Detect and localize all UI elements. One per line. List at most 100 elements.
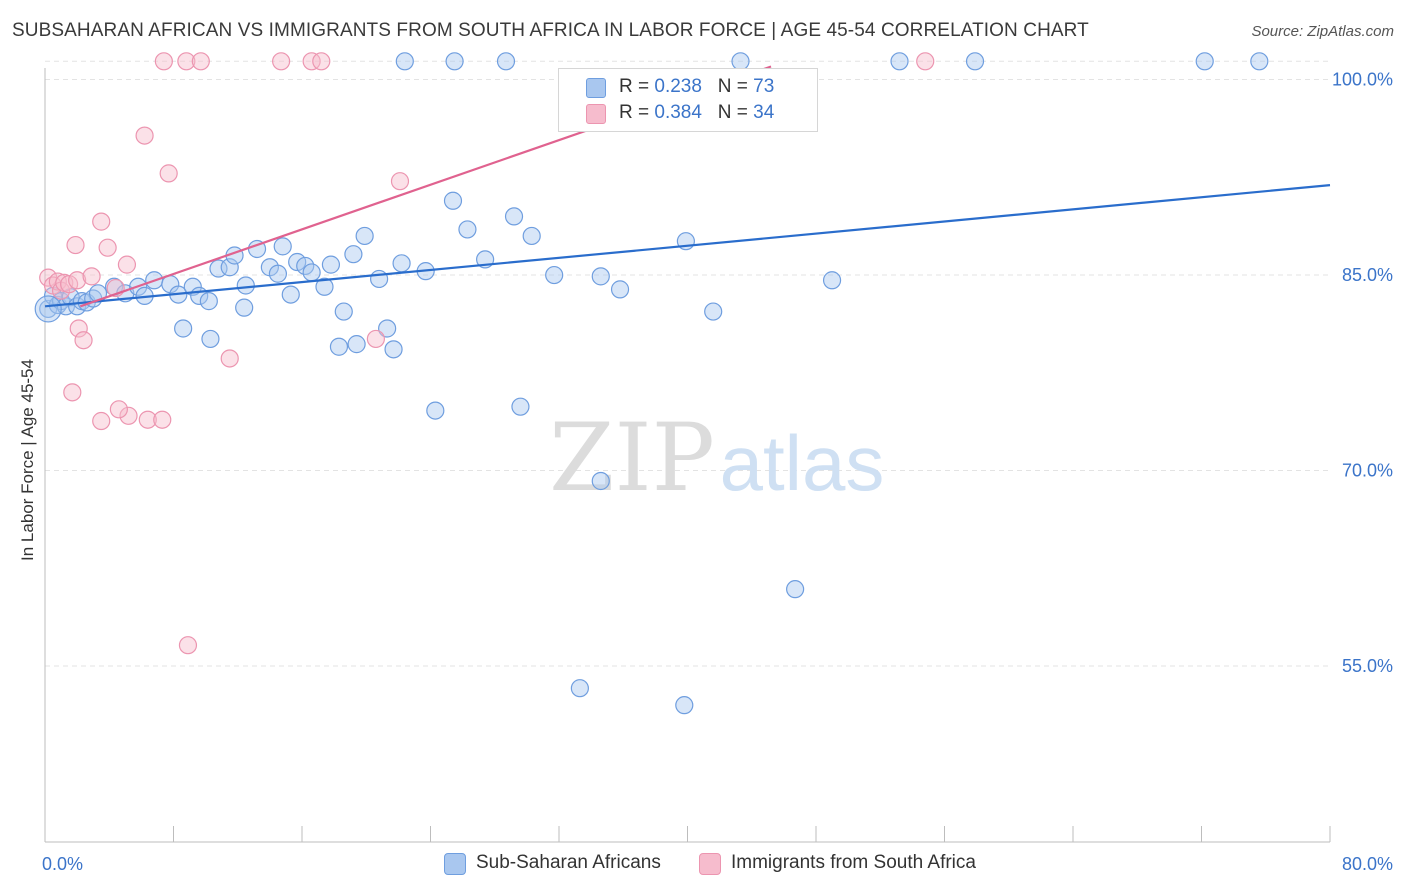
south-africa-point [220,349,239,368]
subsaharan-point [496,52,516,71]
subsaharan-point [370,269,389,289]
subsaharan-point [296,256,315,276]
subsaharan-point [504,207,524,226]
legend-text: R = 0.238 N = 73 [619,76,774,98]
grid-lines [45,60,1330,667]
subsaharan-point [545,265,564,285]
subsaharan-point [591,267,610,286]
subsaharan-point [591,471,610,491]
subsaharan-point [890,52,909,71]
south-africa-point [366,329,385,349]
legend-r-value: 0.384 [654,102,702,123]
south-africa-point [390,172,410,191]
correlation-legend: R = 0.238 N = 73 R = 0.384 N = 34 [558,68,818,132]
subsaharan-point [315,277,334,296]
south-africa-point [68,271,87,290]
y-tick-label: 85.0% [1342,265,1393,285]
subsaharan-point [347,335,366,354]
subsaharan-point [384,340,403,359]
subsaharan-point [329,337,349,356]
subsaharan-point [458,220,477,239]
south-africa-point [191,52,210,71]
subsaharan-point [443,191,463,210]
south-africa-point [82,267,101,286]
south-africa-point [138,410,157,429]
subsaharan-trend-line [44,184,1331,308]
y-tick-label: 100.0% [1332,70,1393,90]
south-africa-point [63,383,82,402]
axes [44,68,1331,843]
series-swatch-pink [699,853,721,875]
south-africa-point [916,52,935,71]
legend-swatch-pink [586,104,606,124]
south-africa-point [177,52,196,71]
y-axis-label: In Labor Force | Age 45-54 [18,359,37,561]
data-points [34,52,1269,715]
subsaharan-point [965,52,985,71]
subsaharan-point [268,264,288,283]
south-africa-point [153,410,172,429]
subsaharan-point [786,580,805,599]
legend-r-label: R = [619,76,655,97]
subsaharan-point [334,302,353,321]
south-africa-point [272,52,291,71]
legend-n-value: 34 [753,102,775,123]
south-africa-point [92,212,111,231]
south-africa-point [178,636,198,655]
subsaharan-point [704,302,723,321]
legend-r-value: 0.238 [654,76,702,97]
south-africa-point [66,235,85,255]
legend-n-value: 73 [753,76,775,97]
subsaharan-point [201,329,220,349]
watermark-zip: ZIP [549,404,715,513]
south-africa-point [98,238,117,257]
legend-text: R = 0.384 N = 34 [619,102,774,124]
legend-n-label: N = [717,76,754,97]
subsaharan-point [220,258,239,277]
y-tick-label: 55.0% [1342,656,1393,676]
legend-swatch-blue [586,78,606,98]
subsaharan-point [236,276,255,295]
subsaharan-point [426,401,445,420]
x-tick-label-min: 0.0% [42,854,83,874]
subsaharan-point [174,319,193,338]
series-swatch-blue [444,853,466,875]
subsaharan-point [281,285,300,304]
subsaharan-point [570,679,589,698]
subsaharan-point [273,237,292,256]
chart-source: Source: ZipAtlas.com [1251,23,1394,40]
south-africa-point [312,52,331,71]
south-africa-point [74,331,93,350]
legend-n-label: N = [717,102,754,123]
subsaharan-point [378,319,397,338]
subsaharan-point [395,52,414,71]
y-tick-label: 70.0% [1342,461,1393,481]
subsaharan-point [511,397,530,416]
south-africa-point [159,164,178,183]
subsaharan-point [355,226,374,246]
series-name: Sub-Saharan Africans [476,852,661,873]
subsaharan-point [321,255,341,274]
south-africa-point [117,255,137,274]
x-tick-label-max: 80.0% [1342,854,1393,874]
subsaharan-point [1195,52,1214,71]
subsaharan-point [445,52,464,71]
series-name: Immigrants from South Africa [731,852,976,873]
south-africa-point [119,406,138,425]
subsaharan-point [199,292,218,311]
south-africa-point [154,52,173,71]
south-africa-point [135,126,154,145]
subsaharan-point [34,295,62,323]
south-africa-point [69,319,88,338]
subsaharan-point [392,254,411,273]
watermark-atlas: atlas [720,419,885,507]
legend-r-label: R = [619,102,655,123]
subsaharan-point [610,280,630,299]
south-africa-point [302,52,321,71]
subsaharan-point [235,298,254,317]
south-africa-point [109,400,128,419]
south-africa-point [92,411,111,431]
subsaharan-point [344,245,363,264]
subsaharan-point [822,271,842,290]
